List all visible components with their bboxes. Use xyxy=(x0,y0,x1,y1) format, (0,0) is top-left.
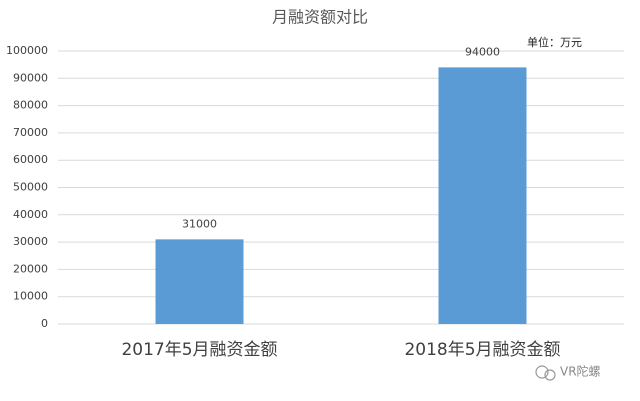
y-tick-label: 30000 xyxy=(13,235,48,248)
y-tick-label: 10000 xyxy=(13,290,48,303)
y-tick-label: 60000 xyxy=(13,153,48,166)
y-tick-label: 50000 xyxy=(13,181,48,194)
bar xyxy=(155,239,244,324)
value-label: 31000 xyxy=(182,217,217,230)
watermark-icon xyxy=(535,365,556,381)
x-tick-label: 2017年5月融资金额 xyxy=(121,340,277,360)
y-tick-label: 90000 xyxy=(13,71,48,84)
y-tick-label: 0 xyxy=(41,317,48,330)
chart-title: 月融资额对比 xyxy=(272,8,368,27)
y-tick-label: 40000 xyxy=(13,208,48,221)
bar xyxy=(438,67,527,324)
x-tick-label: 2018年5月融资金额 xyxy=(404,340,560,360)
value-label: 94000 xyxy=(465,45,500,58)
watermark: VR陀螺 xyxy=(560,364,601,379)
y-tick-label: 100000 xyxy=(6,44,48,57)
unit-note: 单位：万元 xyxy=(527,35,582,49)
y-tick-label: 70000 xyxy=(13,126,48,139)
y-tick-label: 80000 xyxy=(13,99,48,112)
y-tick-label: 20000 xyxy=(13,262,48,275)
